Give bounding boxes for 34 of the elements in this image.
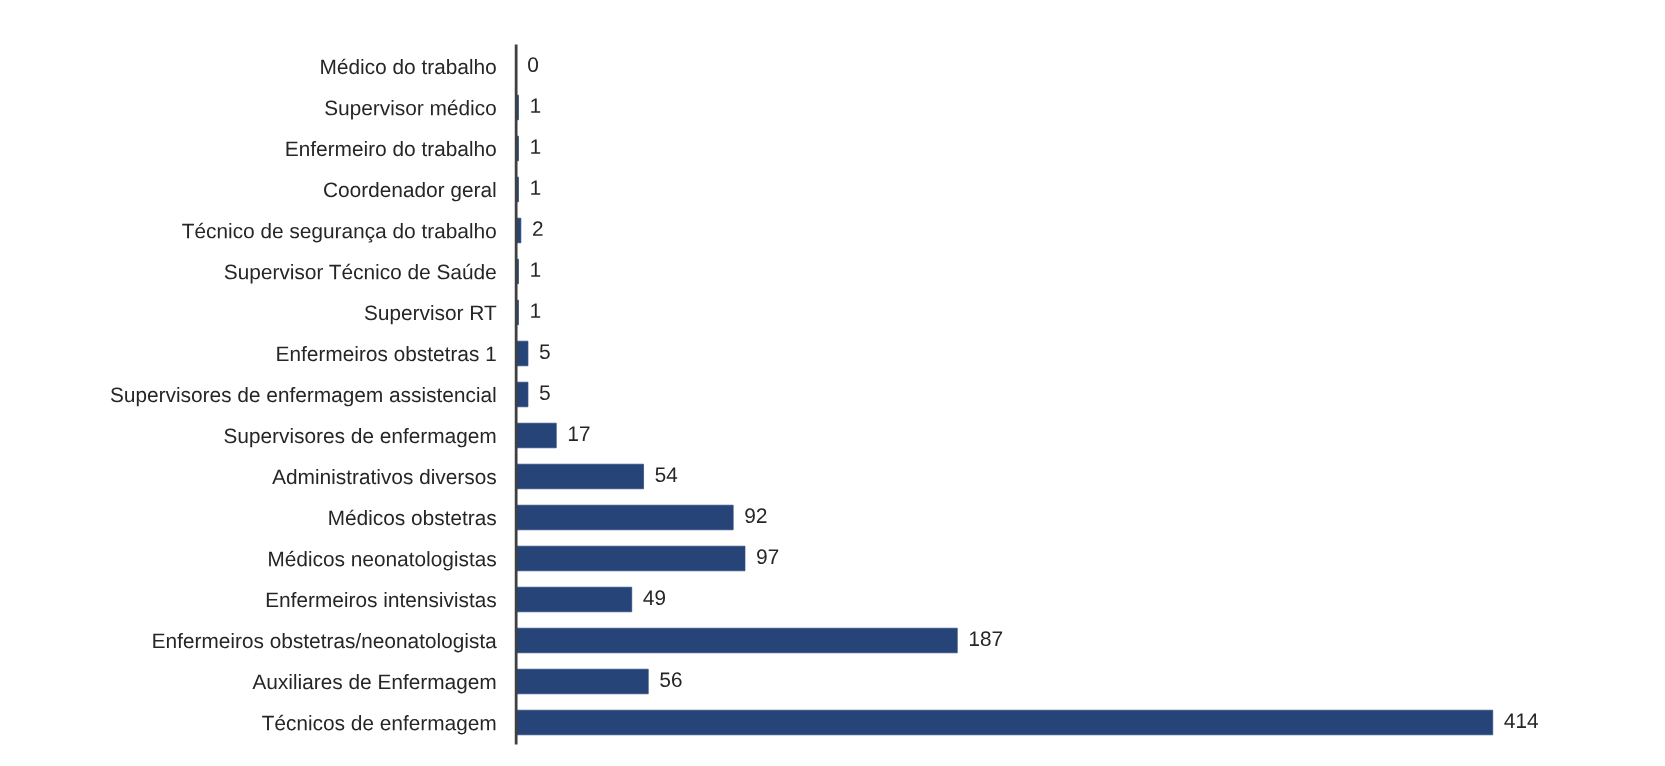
y-tick-label: Médicos obstetras — [329, 509, 496, 526]
data-label: 187 — [969, 631, 1003, 647]
y-tick-label: Supervisores de enfermagem assistencial — [110, 386, 496, 407]
data-label: 0 — [528, 57, 539, 73]
y-tick-label: Auxiliares de Enfermagem — [252, 673, 496, 694]
data-label: 1 — [531, 139, 541, 154]
y-tick-label: Enfermeiros obstetras 1 — [277, 345, 496, 362]
data-label: 1 — [531, 98, 541, 113]
data-label: 1 — [531, 303, 541, 318]
y-tick-label: Enfermeiros obstetras/neonatologista — [153, 632, 497, 653]
data-label: 414 — [1504, 713, 1538, 728]
data-label: 2 — [533, 221, 543, 236]
y-tick-label: Médicos neonatologistas — [269, 550, 496, 571]
data-label: 54 — [655, 467, 678, 483]
data-label: 17 — [568, 426, 590, 441]
data-label: 5 — [539, 385, 550, 401]
y-tick-label: Enfermeiros intensivistas — [266, 591, 496, 608]
data-label: 92 — [745, 508, 767, 524]
y-tick-label: Administrativos diversos — [272, 468, 496, 485]
data-label: 49 — [643, 590, 666, 606]
y-tick-label: Supervisor Técnico de Saúde — [224, 263, 496, 284]
y-tick-label: Supervisores de enfermagem — [224, 427, 496, 448]
y-tick-label: Supervisor RT — [364, 304, 497, 325]
y-tick-label: Técnicos de enfermagem — [262, 714, 496, 735]
y-tick-label: Enfermeiro do trabalho — [286, 140, 496, 157]
y-tick-label: Técnico de segurança do trabalho — [182, 222, 496, 243]
data-label: 56 — [660, 672, 682, 688]
y-tick-label: Médico do trabalho — [321, 58, 496, 75]
data-label: 1 — [531, 262, 541, 277]
y-tick-label: Coordenador geral — [324, 181, 496, 202]
y-tick-label: Supervisor médico — [325, 99, 496, 120]
data-label: 97 — [757, 549, 779, 565]
data-label: 5 — [539, 344, 550, 360]
data-label: 1 — [531, 180, 541, 195]
